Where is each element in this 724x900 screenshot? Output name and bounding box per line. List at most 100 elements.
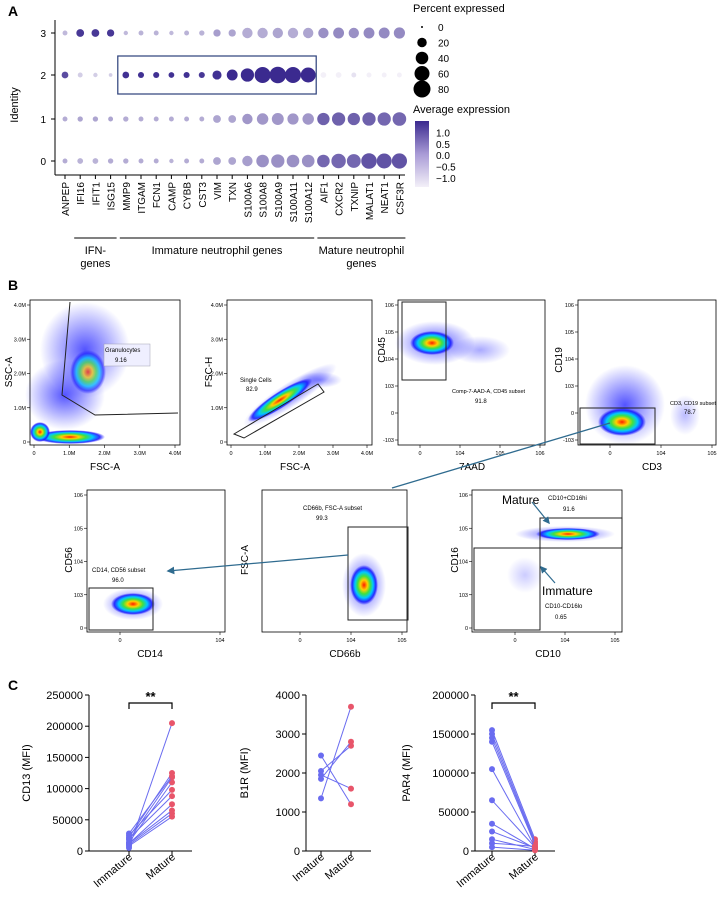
mature-point — [169, 779, 175, 786]
flow-xtick-label: 0 — [32, 451, 35, 457]
dot — [376, 153, 392, 169]
significance-label: ** — [145, 689, 156, 704]
dot — [333, 27, 345, 39]
paired-xtick-label: Immature — [92, 851, 135, 890]
dot — [392, 112, 407, 126]
gate-name-single: Single Cells — [240, 378, 272, 384]
gene-group-label: Mature neutrophil — [319, 245, 405, 257]
gate-name-mature: CD10+CD16hi — [548, 496, 587, 502]
paired-ytick-label: 50000 — [438, 807, 469, 819]
dot — [331, 153, 346, 169]
mature-point — [532, 847, 538, 854]
gate-name-immature: CD10-CD16lo — [545, 604, 583, 610]
flow-ytick-label: 4.0M — [211, 303, 224, 309]
gene-label: VIM — [213, 182, 224, 200]
flow-ytick-label: 103 — [385, 384, 394, 390]
gate-pct-single: 82.9 — [246, 387, 258, 393]
gene-label: TXN — [228, 182, 239, 202]
dot — [168, 72, 175, 78]
size-legend-dot — [421, 26, 423, 28]
dot — [361, 153, 377, 169]
dot — [123, 158, 129, 164]
dot — [138, 30, 144, 36]
dot — [183, 71, 190, 79]
dot — [226, 69, 238, 81]
flow-plot-cd19-cd3: CD3, CD19 subset 78.7 CD19 CD3 0 104 105 -1… — [554, 299, 717, 473]
gene-label: S100A11 — [289, 182, 300, 223]
flow-plot-cd45-7aad: Comp-7-AAD-A, CD45 subset 91.8 CD45 7AAD… — [377, 299, 546, 473]
flow-ylabel-cd45: CD45 — [377, 337, 388, 363]
pair-line — [320, 741, 352, 780]
color-legend-title: Average expression — [413, 104, 510, 116]
gene-label: ISG15 — [107, 182, 118, 211]
gene-label: S100A8 — [259, 182, 270, 218]
flow-ytick-label: 103 — [459, 593, 468, 599]
paired-ytick-label: 200000 — [46, 721, 83, 733]
flow-ytick-label: 0 — [23, 440, 26, 446]
dot — [335, 72, 342, 78]
immature-point — [318, 795, 324, 802]
dotplot-ytick-label: 3 — [40, 29, 46, 40]
dot — [377, 112, 391, 126]
dot — [184, 158, 190, 164]
flow-ytick-label: -103 — [383, 438, 394, 444]
dot — [169, 30, 174, 36]
dot — [257, 27, 268, 39]
immature-point — [126, 840, 132, 847]
gene-group-label: Immature neutrophil genes — [152, 245, 283, 257]
flow-ytick-label: 104 — [565, 357, 574, 363]
dot — [138, 158, 144, 164]
dot — [242, 155, 253, 167]
flow-xtick-label: 104 — [560, 638, 569, 644]
panel-label-a: A — [8, 3, 18, 19]
flow-xtick-label: 104 — [215, 638, 224, 644]
dot — [77, 116, 83, 122]
flow-ylabel-fsch: FSC-H — [204, 357, 215, 388]
gene-group-label: genes — [346, 258, 376, 270]
gate-pct-cd66b: 99.3 — [316, 516, 328, 522]
paired-plot: 0 50000 100000 150000 200000 PAR4 (MFI) Immatu… — [401, 689, 555, 890]
dot — [62, 30, 68, 36]
significance-bracket — [128, 702, 173, 709]
flow-ytick-label: -103 — [563, 438, 574, 444]
color-legend-bar — [415, 121, 429, 187]
color-legend-label: −0.5 — [436, 163, 456, 174]
panel-label-b: B — [8, 277, 18, 293]
flow-plot-fsc-single: Single Cells 82.9 FSC-H FSC-A 0 1.0M 2.0M 3… — [204, 299, 374, 473]
dot — [300, 67, 316, 83]
flow-xtick-label: 104 — [346, 638, 355, 644]
immature-point — [489, 797, 495, 804]
size-legend-label: 0 — [438, 23, 444, 34]
gate-name-cd3: CD3, CD19 subset — [670, 401, 716, 407]
dot — [153, 116, 159, 122]
flow-plot-cd16-cd10: CD10+CD16hi 91.6 CD10-CD16lo 0.65 Mature… — [450, 489, 623, 660]
pair-line — [491, 741, 536, 845]
paired-ytick-label: 150000 — [46, 752, 83, 764]
pair-line — [491, 733, 536, 842]
gate-pct-granulocytes: 9.16 — [115, 358, 127, 364]
dot — [362, 112, 376, 126]
flow-xlabel-fsc2: FSC-A — [280, 462, 310, 473]
paired-ytick-label: 200000 — [432, 690, 469, 702]
gene-label: CSF3R — [395, 182, 406, 215]
dot — [213, 157, 221, 165]
paired-ytick-label: 150000 — [432, 729, 469, 741]
paired-ylabel: CD13 (MFI) — [21, 744, 33, 801]
dot — [302, 113, 314, 125]
immature-point — [489, 738, 495, 745]
flow-xtick-label: 105 — [397, 638, 406, 644]
dot — [153, 30, 159, 36]
flow-ytick-label: 3.0M — [211, 337, 224, 343]
dot — [351, 72, 357, 78]
dot — [228, 115, 237, 123]
flow-plot-cd56-cd14: CD14, CD56 subset 96.0 CD56 CD14 0 104 0 10… — [64, 489, 226, 660]
dot — [169, 158, 174, 164]
dot — [240, 68, 255, 82]
dot — [284, 66, 302, 84]
pair-line — [320, 745, 352, 772]
flow-xtick-label: 0 — [118, 638, 121, 644]
dot — [212, 70, 222, 80]
dot — [286, 154, 300, 168]
mature-point — [169, 786, 175, 793]
